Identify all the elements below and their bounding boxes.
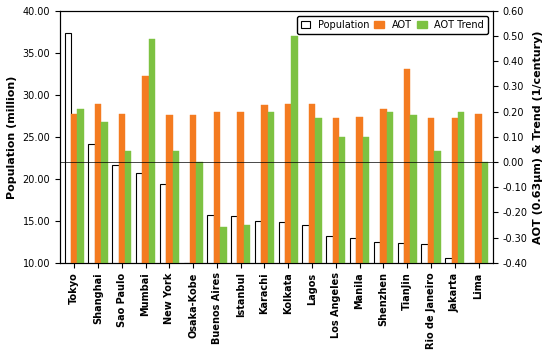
Bar [220,227,227,263]
Bar [292,36,298,263]
Bar [196,162,203,263]
Bar [173,151,179,263]
Bar [119,114,125,263]
Bar [469,263,475,347]
Bar [421,244,428,347]
Y-axis label: AOT (0.63μm) & Trend (1/century): AOT (0.63μm) & Trend (1/century) [533,30,543,244]
Bar [333,118,339,263]
Bar [404,69,410,263]
Bar [89,143,95,347]
Bar [410,115,417,263]
Bar [363,137,369,263]
Bar [112,165,119,347]
Bar [482,162,488,263]
Bar [452,118,458,263]
Bar [309,104,315,263]
Bar [184,263,190,347]
Bar [398,242,404,347]
Bar [78,109,84,263]
Bar [136,173,142,347]
Bar [231,216,238,347]
Bar [445,258,452,347]
Bar [326,236,333,347]
Bar [428,118,434,263]
Y-axis label: Population (million): Population (million) [7,75,17,199]
Bar [160,184,166,347]
Bar [380,109,387,263]
Bar [95,104,101,263]
Bar [64,33,71,347]
Bar [101,122,108,263]
Bar [125,151,131,263]
Bar [214,112,220,263]
Bar [244,225,250,263]
Bar [434,151,441,263]
Bar [279,221,285,347]
Bar [238,112,244,263]
Bar [356,117,363,263]
Bar [339,137,345,263]
Bar [475,114,482,263]
Bar [142,77,149,263]
Bar [166,115,173,263]
Legend: Population, AOT, AOT Trend: Population, AOT, AOT Trend [296,16,488,33]
Bar [261,105,268,263]
Bar [71,114,78,263]
Bar [387,112,393,263]
Bar [458,112,464,263]
Bar [374,242,380,347]
Bar [149,39,155,263]
Bar [255,221,261,347]
Bar [190,115,196,263]
Bar [350,237,356,347]
Bar [285,104,292,263]
Bar [268,112,274,263]
Bar [315,118,322,263]
Bar [207,215,214,347]
Bar [302,225,309,347]
